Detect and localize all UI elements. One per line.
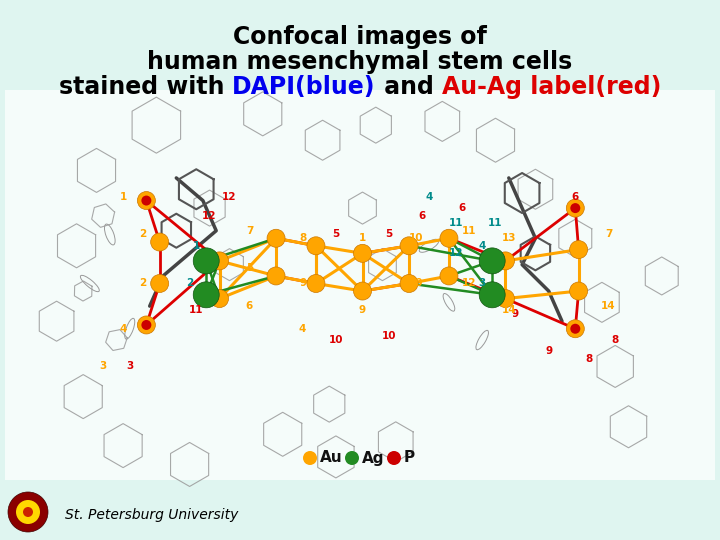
Text: 2: 2 [140,279,147,288]
Text: 3: 3 [126,361,133,372]
Text: 1: 1 [120,192,127,202]
Text: Confocal images of: Confocal images of [233,25,487,49]
Text: 9: 9 [359,305,366,315]
Circle shape [23,507,33,517]
Circle shape [210,289,228,308]
Text: 4: 4 [120,324,127,334]
Circle shape [497,252,515,270]
Text: 1: 1 [193,241,200,251]
Circle shape [267,230,285,247]
Circle shape [480,282,505,308]
Text: 9: 9 [545,346,552,356]
Text: 11: 11 [462,226,476,236]
Circle shape [150,274,168,293]
Text: 8: 8 [585,354,593,364]
Text: 9: 9 [299,279,306,288]
Text: 5: 5 [385,230,392,240]
Circle shape [387,451,401,465]
Text: 13: 13 [502,233,516,243]
Circle shape [8,492,48,532]
Text: stained with: stained with [58,75,233,99]
Text: 4: 4 [479,241,486,251]
Text: Au: Au [320,450,343,465]
Circle shape [497,289,515,308]
Text: DAPI(blue): DAPI(blue) [233,75,376,99]
Circle shape [303,451,317,465]
Text: 6: 6 [246,301,253,311]
Text: 5: 5 [332,230,340,240]
Text: 6: 6 [572,192,579,202]
Circle shape [16,500,40,524]
Text: 11: 11 [449,218,463,228]
Circle shape [141,320,151,330]
Text: 8: 8 [299,233,306,243]
Circle shape [570,241,588,259]
Text: P: P [404,450,415,465]
Circle shape [307,274,325,293]
Circle shape [570,324,580,334]
Circle shape [570,203,580,213]
Circle shape [193,282,219,308]
Circle shape [400,274,418,293]
Text: Au-Ag label(red): Au-Ag label(red) [442,75,662,99]
Circle shape [567,320,585,338]
Text: 4: 4 [299,324,306,334]
Circle shape [570,282,588,300]
Circle shape [440,267,458,285]
Circle shape [193,248,219,274]
Text: 5: 5 [246,264,253,273]
Text: 11: 11 [189,305,204,315]
Text: human mesenchymal stem cells: human mesenchymal stem cells [148,50,572,74]
Bar [5,90,715,480]
Circle shape [307,237,325,255]
Circle shape [440,230,458,247]
Text: 11: 11 [488,218,503,228]
Text: 12: 12 [202,211,217,221]
Text: 8: 8 [611,335,618,345]
Text: St. Petersburg University: St. Petersburg University [65,508,238,522]
Text: 10: 10 [382,331,396,341]
Text: 1: 1 [359,233,366,243]
Text: 2: 2 [186,279,193,288]
Text: 4: 4 [426,192,433,202]
Text: 12: 12 [462,279,476,288]
Circle shape [141,195,151,206]
Text: 14: 14 [502,305,516,315]
Circle shape [138,316,156,334]
Circle shape [400,237,418,255]
Text: 6: 6 [459,203,466,213]
Text: 10: 10 [328,335,343,345]
Text: 14: 14 [601,301,616,311]
Circle shape [354,282,372,300]
Text: 9: 9 [512,309,519,319]
Text: 6: 6 [419,211,426,221]
Circle shape [567,199,585,217]
Circle shape [150,233,168,251]
Text: 7: 7 [605,230,612,240]
Text: 10: 10 [408,279,423,288]
Circle shape [138,192,156,210]
Text: 12: 12 [449,248,463,258]
Text: and: and [376,75,442,99]
Text: 10: 10 [408,233,423,243]
Circle shape [345,451,359,465]
Circle shape [267,267,285,285]
Circle shape [480,248,505,274]
Text: 3: 3 [99,361,107,372]
Text: 12: 12 [222,192,237,202]
Text: 7: 7 [246,226,253,236]
Text: Ag: Ag [362,450,384,465]
Circle shape [210,252,228,270]
Text: 2: 2 [140,230,147,240]
Text: 3: 3 [479,279,486,288]
Circle shape [354,244,372,262]
